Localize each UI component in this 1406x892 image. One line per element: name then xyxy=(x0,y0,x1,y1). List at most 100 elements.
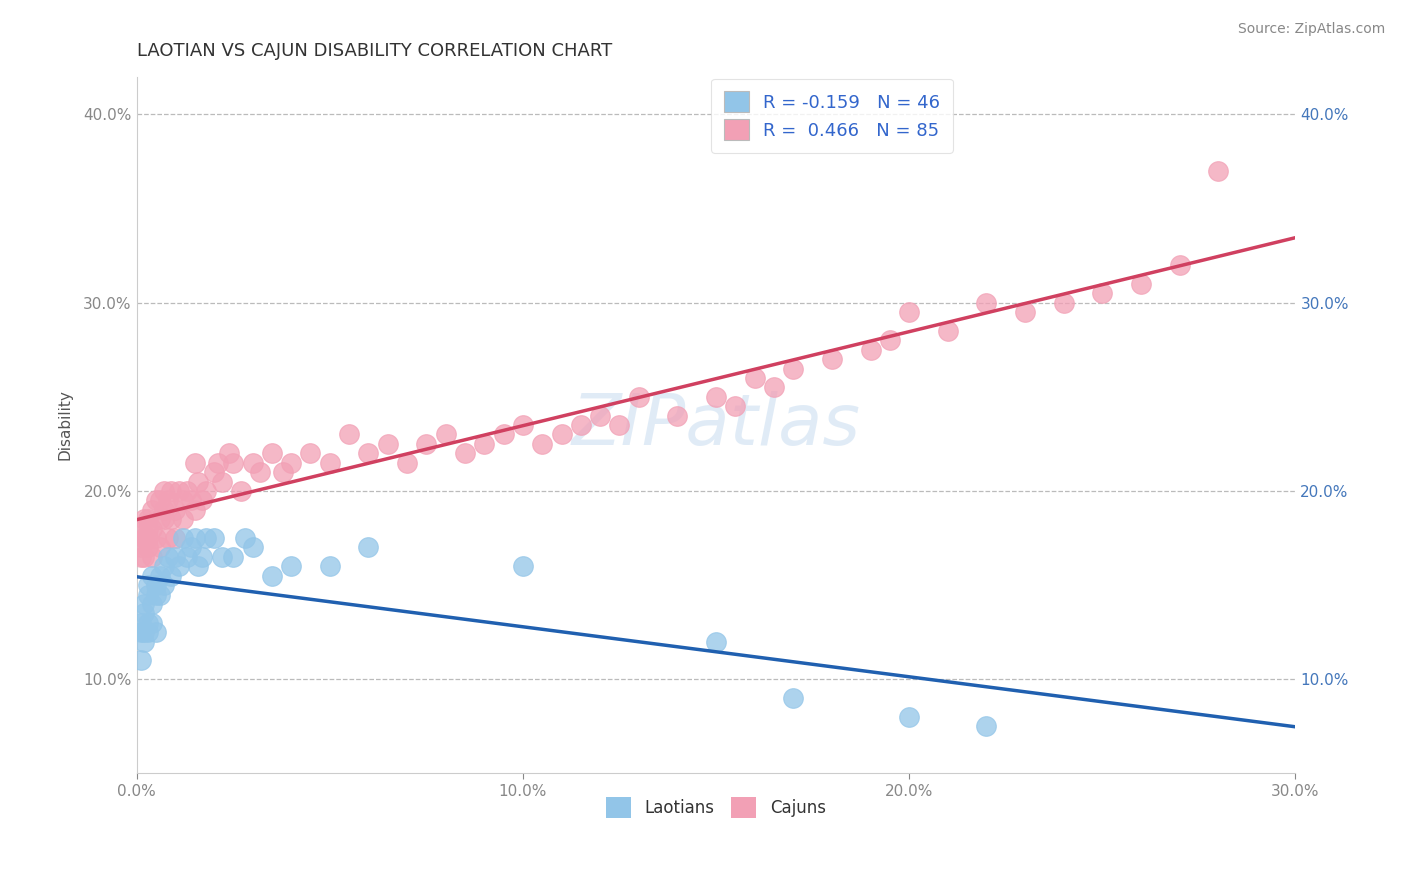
Text: ZIPatlas: ZIPatlas xyxy=(572,391,860,459)
Point xyxy=(134,597,156,611)
Point xyxy=(172,531,194,545)
Point xyxy=(149,587,172,601)
Point xyxy=(357,541,380,555)
Text: LAOTIAN VS CAJUN DISABILITY CORRELATION CHART: LAOTIAN VS CAJUN DISABILITY CORRELATION … xyxy=(136,42,612,60)
Point xyxy=(512,559,534,574)
Point xyxy=(1053,295,1076,310)
Point xyxy=(666,409,689,423)
Point xyxy=(160,512,183,526)
Point xyxy=(782,361,804,376)
Point xyxy=(207,456,229,470)
Point xyxy=(211,549,233,564)
Point xyxy=(1206,163,1229,178)
Point xyxy=(152,502,174,516)
Point xyxy=(141,568,163,582)
Point xyxy=(167,483,190,498)
Point xyxy=(134,512,156,526)
Point xyxy=(319,456,342,470)
Y-axis label: Disability: Disability xyxy=(58,390,72,460)
Point xyxy=(156,549,179,564)
Point xyxy=(782,691,804,706)
Point xyxy=(129,653,152,667)
Point xyxy=(609,417,631,432)
Point xyxy=(242,456,264,470)
Point xyxy=(129,549,152,564)
Point xyxy=(156,531,179,545)
Point xyxy=(134,549,156,564)
Point xyxy=(976,295,998,310)
Point xyxy=(183,456,205,470)
Point xyxy=(165,531,187,545)
Point xyxy=(589,409,612,423)
Point xyxy=(704,390,727,404)
Point xyxy=(202,465,225,479)
Point xyxy=(744,371,766,385)
Point xyxy=(136,615,159,630)
Point xyxy=(129,615,152,630)
Point xyxy=(280,456,302,470)
Point xyxy=(129,541,152,555)
Point xyxy=(976,719,998,733)
Point xyxy=(627,390,650,404)
Point xyxy=(136,512,159,526)
Point xyxy=(172,512,194,526)
Point xyxy=(136,531,159,545)
Point xyxy=(434,427,457,442)
Point xyxy=(149,541,172,555)
Point xyxy=(898,710,921,724)
Point xyxy=(879,333,901,347)
Point xyxy=(195,531,218,545)
Point xyxy=(156,493,179,508)
Point xyxy=(129,625,152,640)
Point xyxy=(167,559,190,574)
Point xyxy=(134,607,156,621)
Point xyxy=(273,465,295,479)
Point xyxy=(704,634,727,648)
Point xyxy=(195,483,218,498)
Point xyxy=(242,541,264,555)
Point xyxy=(191,549,214,564)
Point xyxy=(183,531,205,545)
Point xyxy=(141,502,163,516)
Point xyxy=(357,446,380,460)
Point xyxy=(569,417,592,432)
Point xyxy=(415,437,437,451)
Point xyxy=(512,417,534,432)
Point xyxy=(183,502,205,516)
Point xyxy=(859,343,882,357)
Point xyxy=(249,465,271,479)
Point xyxy=(260,568,283,582)
Point xyxy=(152,512,174,526)
Point xyxy=(160,568,183,582)
Point xyxy=(176,549,198,564)
Point xyxy=(152,483,174,498)
Point xyxy=(299,446,322,460)
Point xyxy=(396,456,419,470)
Point xyxy=(211,475,233,489)
Point xyxy=(531,437,554,451)
Point xyxy=(145,625,167,640)
Point xyxy=(724,399,747,413)
Point xyxy=(492,427,515,442)
Point xyxy=(129,522,152,536)
Point xyxy=(1168,258,1191,272)
Point xyxy=(149,568,172,582)
Point xyxy=(134,634,156,648)
Point xyxy=(145,493,167,508)
Point xyxy=(762,380,785,394)
Point xyxy=(260,446,283,460)
Point xyxy=(136,587,159,601)
Point xyxy=(898,305,921,319)
Point xyxy=(176,483,198,498)
Point xyxy=(187,475,209,489)
Text: Source: ZipAtlas.com: Source: ZipAtlas.com xyxy=(1237,22,1385,37)
Point xyxy=(233,531,256,545)
Point xyxy=(149,512,172,526)
Point xyxy=(191,493,214,508)
Point xyxy=(377,437,399,451)
Point xyxy=(141,615,163,630)
Point xyxy=(160,483,183,498)
Point xyxy=(136,578,159,592)
Point xyxy=(180,493,202,508)
Point xyxy=(136,522,159,536)
